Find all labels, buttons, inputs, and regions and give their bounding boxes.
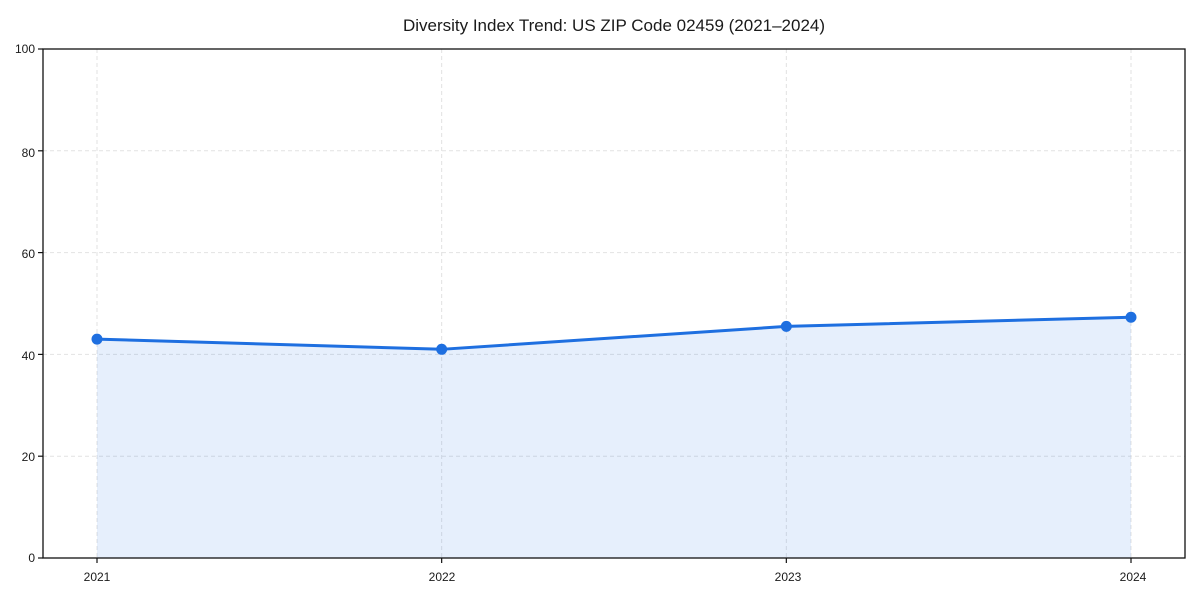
x-tick-label: 2021 (84, 570, 111, 584)
y-tick-label: 100 (15, 42, 35, 56)
trend-line (95, 315, 1133, 351)
y-tick-label: 20 (22, 450, 36, 464)
y-axis-tick-labels: 0 20 40 60 80 100 (15, 42, 35, 565)
y-tick-label: 80 (22, 146, 36, 160)
axis-tick-marks (38, 48, 1132, 563)
area-fill (97, 317, 1131, 558)
x-tick-label: 2024 (1120, 570, 1147, 584)
data-point-2021 (91, 333, 103, 345)
data-point-2023 (780, 320, 792, 332)
chart-title: Diversity Index Trend: US ZIP Code 02459… (403, 16, 825, 35)
data-point-2024 (1125, 311, 1137, 323)
y-tick-label: 40 (22, 349, 36, 363)
y-tick-label: 60 (22, 247, 36, 261)
data-point-2022 (436, 343, 448, 355)
gridlines (43, 49, 1185, 558)
x-axis-tick-labels: 2021 2022 2023 2024 (84, 570, 1147, 584)
plot-border (42, 48, 1186, 559)
x-tick-label: 2022 (429, 570, 456, 584)
data-series (91, 311, 1137, 558)
x-tick-label: 2023 (775, 570, 802, 584)
y-tick-label: 0 (28, 551, 35, 565)
